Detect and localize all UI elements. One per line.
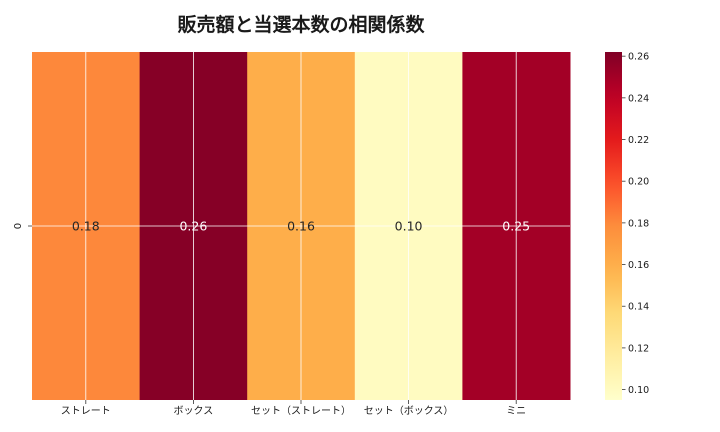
colorbar-tick-label: 0.22	[628, 135, 649, 146]
colorbar-tick-label: 0.14	[628, 302, 649, 313]
x-tick-label: ボックス	[174, 405, 214, 417]
colorbar-tick-label: 0.26	[628, 52, 649, 63]
colorbar-tick-label: 0.10	[628, 385, 649, 396]
colorbar-tick-label: 0.12	[628, 343, 649, 354]
x-axis-ticks: ストレート ボックス セット（ストレート） セット（ボックス） ミニ	[61, 400, 526, 417]
cell-annotation: 0.16	[287, 219, 315, 234]
colorbar-tick-label: 0.16	[628, 260, 649, 271]
y-tick-label: 0	[13, 223, 24, 229]
x-tick-label: セット（ボックス）	[364, 405, 454, 417]
colorbar-tick-label: 0.24	[628, 93, 649, 104]
x-tick-label: ストレート	[61, 406, 111, 417]
x-tick-label: セット（ストレート）	[251, 405, 351, 417]
cell-annotation: 0.25	[502, 219, 530, 234]
colorbar-ticks: 0.10 0.12 0.14 0.16 0.18 0.20 0.22 0.24 0.26	[622, 52, 649, 396]
colorbar-tick-label: 0.18	[628, 218, 649, 229]
colorbar	[605, 52, 622, 400]
cell-annotation: 0.18	[72, 219, 100, 234]
grid-lines	[32, 52, 570, 400]
y-axis-ticks: 0	[13, 223, 32, 229]
chart-title: 販売額と当選本数の相関係数	[177, 13, 425, 36]
cell-annotation: 0.26	[179, 219, 207, 234]
x-tick-label: ミニ	[506, 406, 526, 417]
cell-annotation: 0.10	[395, 219, 423, 234]
colorbar-tick-label: 0.20	[628, 177, 649, 188]
cell-annotations: 0.18 0.26 0.16 0.10 0.25	[72, 219, 530, 234]
